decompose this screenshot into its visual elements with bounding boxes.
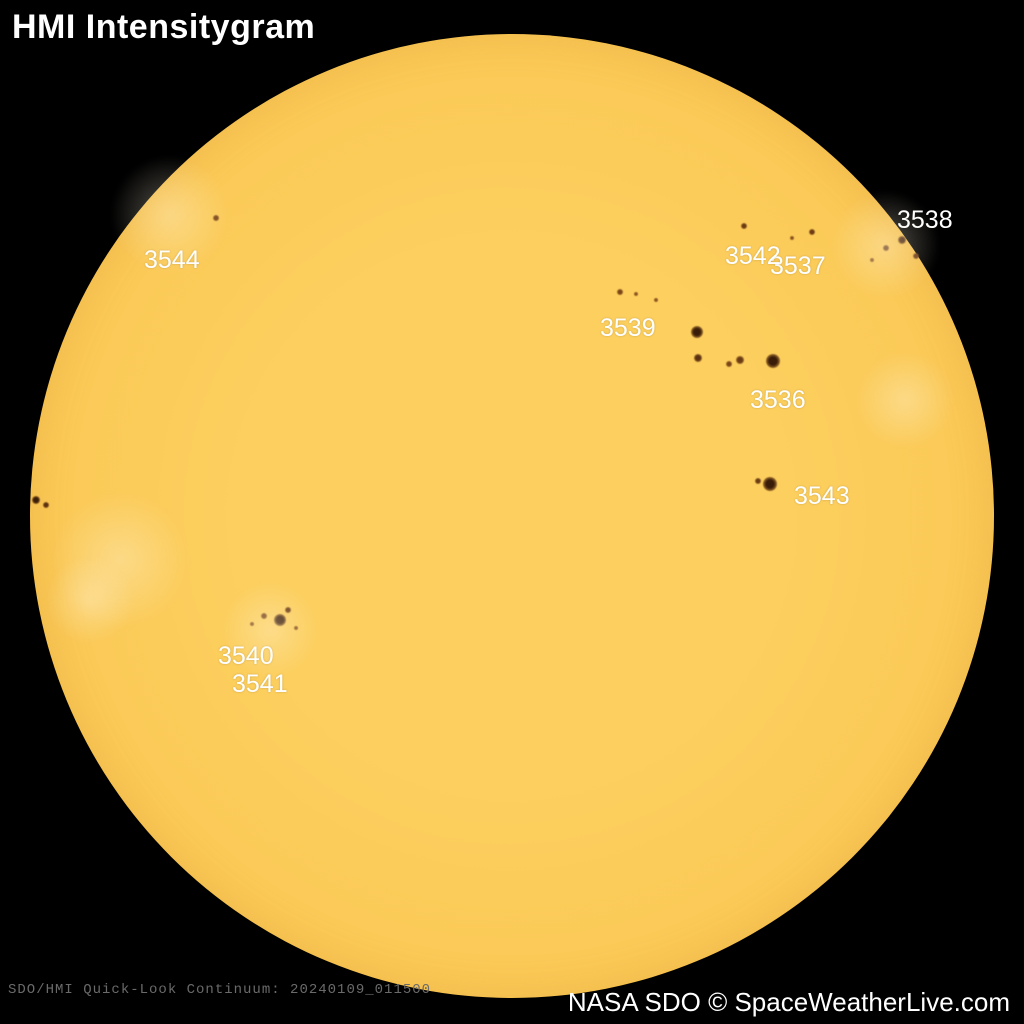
sunspot [809,229,815,235]
sunspot [654,298,658,302]
sunspot-region-label: 3543 [794,482,850,511]
sunspot [736,356,744,364]
timestamp-caption: SDO/HMI Quick-Look Continuum: 20240109_0… [8,982,431,998]
sunspot [694,354,702,362]
sunspot-region-label: 3536 [750,386,806,415]
page-title: HMI Intensitygram [12,8,315,47]
faculae-patch [220,580,320,680]
sunspot [634,292,638,296]
sunspot [691,326,703,338]
sunspot-region-label: 3539 [600,314,656,343]
faculae-patch [45,555,135,645]
sunspot [726,361,732,367]
sunspot [741,223,747,229]
sunspot [790,236,794,240]
faculae-patch [110,155,230,275]
sunspot [32,496,40,504]
credit-caption: NASA SDO © SpaceWeatherLive.com [568,987,1010,1018]
faculae-patch [855,350,955,450]
sunspot [617,289,623,295]
sunspot-region-label: 3542 [725,242,781,271]
faculae-patch [830,190,940,300]
sunspot [766,354,780,368]
sunspot [755,478,761,484]
sunspot [43,502,49,508]
sunspot [763,477,777,491]
